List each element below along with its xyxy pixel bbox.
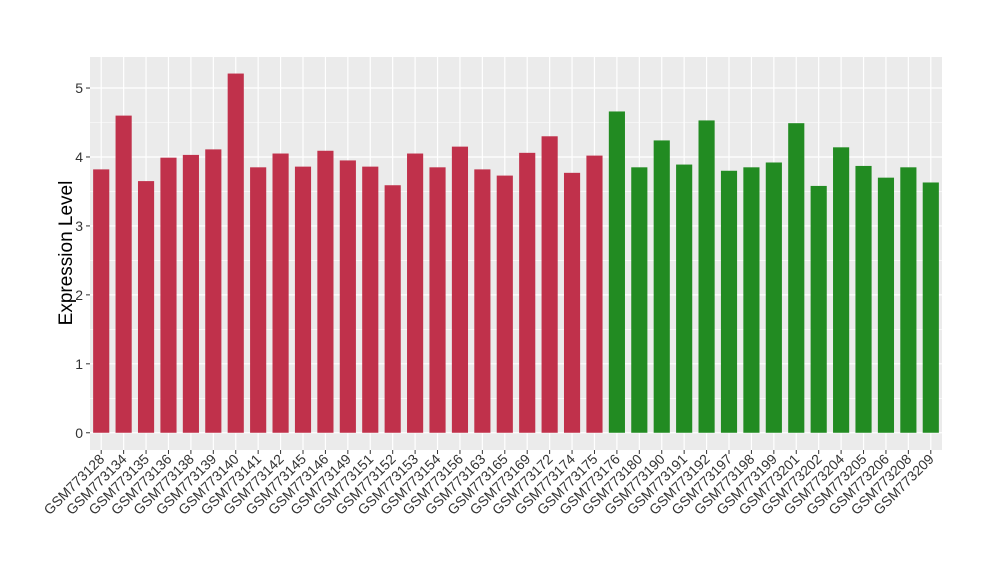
bar-gsm773199 <box>765 162 782 433</box>
y-axis: 0 1 2 3 4 5 <box>75 80 90 441</box>
y-tick-label: 5 <box>75 80 83 96</box>
bar-gsm773176 <box>608 111 625 433</box>
y-tick-label: 1 <box>75 356 83 372</box>
bar-gsm773149 <box>339 160 356 433</box>
bar-gsm773151 <box>362 166 379 433</box>
bar-gsm773202 <box>810 185 827 433</box>
bar-gsm773163 <box>474 169 491 433</box>
bars <box>93 73 939 433</box>
bar-gsm773156 <box>451 146 469 433</box>
bar-gsm773172 <box>541 136 558 433</box>
bar-gsm773209 <box>922 182 939 433</box>
y-tick-label: 3 <box>75 218 83 234</box>
bar-gsm773154 <box>429 167 446 433</box>
bar-gsm773198 <box>743 167 760 433</box>
bar-gsm773201 <box>788 123 805 433</box>
bar-gsm773205 <box>855 165 872 433</box>
y-tick-label: 0 <box>75 425 83 441</box>
bar-gsm773153 <box>407 153 424 433</box>
bar-gsm773139 <box>205 149 222 433</box>
bar-gsm773141 <box>250 167 267 433</box>
bar-gsm773145 <box>294 166 312 433</box>
y-axis-title: Expression Level <box>56 181 77 326</box>
x-axis: GSM773128GSM773134GSM773135GSM773136GSM7… <box>40 450 937 518</box>
bar-gsm773128 <box>93 169 110 433</box>
bar-gsm773175 <box>586 155 603 433</box>
bar-gsm773208 <box>900 167 917 433</box>
bar-gsm773180 <box>631 167 648 433</box>
bar-gsm773146 <box>317 150 334 433</box>
bar-gsm773142 <box>272 153 289 433</box>
bar-gsm773134 <box>115 115 132 433</box>
y-tick-label: 2 <box>75 287 83 303</box>
bar-gsm773135 <box>137 181 155 433</box>
bar-gsm773165 <box>496 175 513 433</box>
bar-gsm773138 <box>182 154 199 433</box>
bar-gsm773190 <box>653 140 670 433</box>
bar-gsm773174 <box>563 172 581 433</box>
bar-gsm773204 <box>833 147 850 433</box>
y-tick-label: 4 <box>75 149 83 165</box>
bar-gsm773197 <box>720 170 738 433</box>
bar-gsm773152 <box>384 185 401 433</box>
bar-gsm773191 <box>676 164 693 433</box>
bar-gsm773136 <box>160 157 177 433</box>
bar-gsm773140 <box>227 73 244 433</box>
bar-gsm773169 <box>519 152 536 433</box>
bar-gsm773206 <box>877 177 895 433</box>
bar-gsm773192 <box>698 120 715 433</box>
